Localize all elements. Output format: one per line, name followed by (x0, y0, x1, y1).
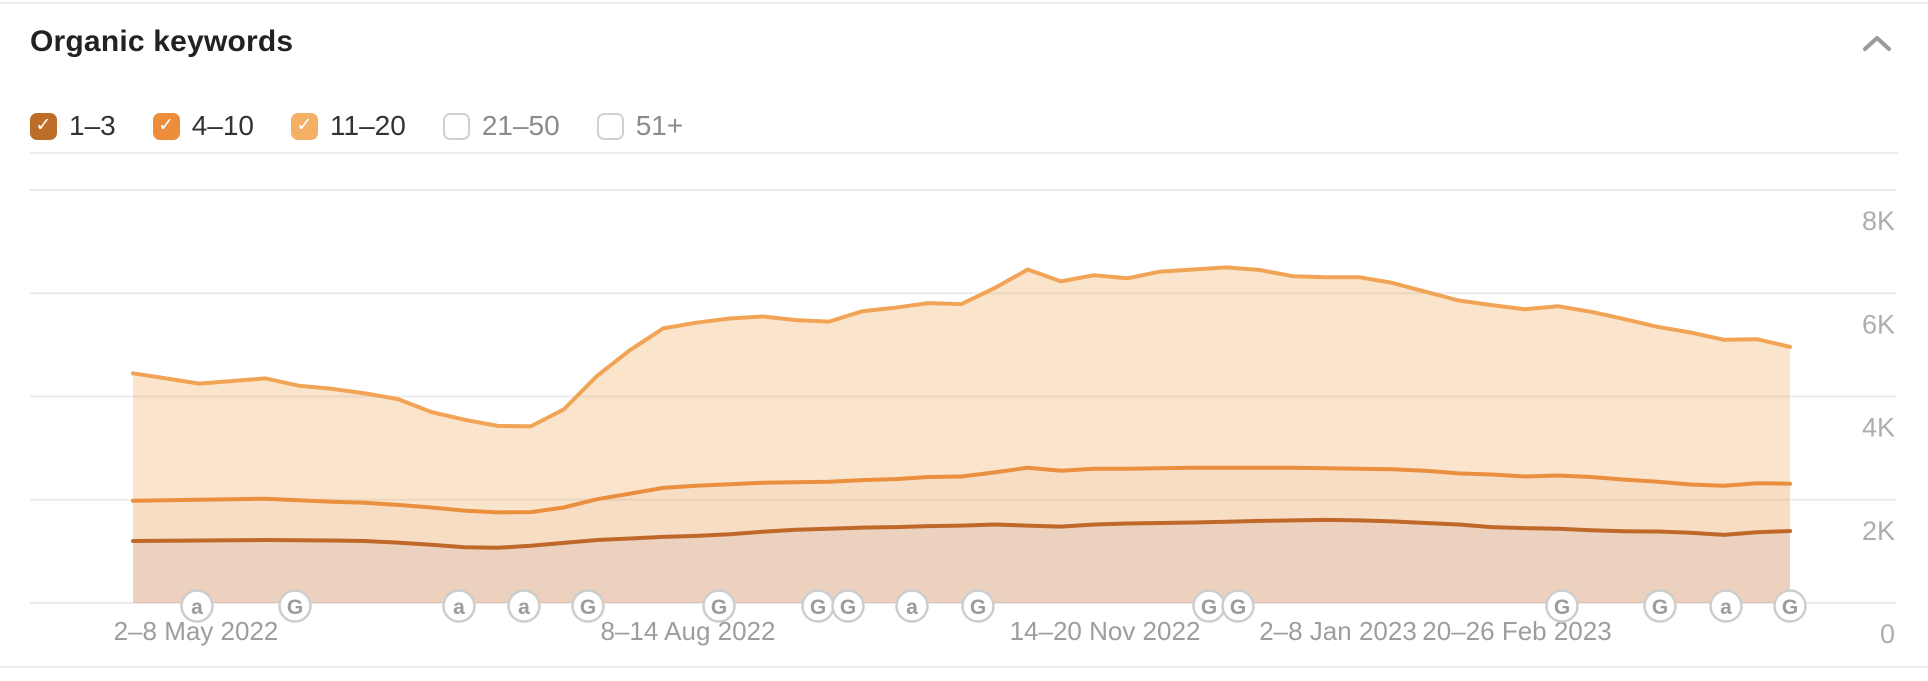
position-filter-row: ✓ 1–3 ✓ 4–10 ✓ 11–20 21–50 51+ (30, 110, 683, 142)
google-update-marker-letter: G (970, 596, 986, 619)
x-axis-tick-label: 8–14 Aug 2022 (601, 616, 776, 646)
position-filter-label: 11–20 (330, 110, 406, 141)
page-title: Organic keywords (30, 25, 294, 58)
series-line-pos-1-3 (131, 517, 1792, 550)
google-update-marker[interactable] (1221, 589, 1255, 623)
ahrefs-update-marker-letter: a (191, 596, 203, 619)
google-update-marker-letter: G (1201, 596, 1217, 619)
google-update-marker[interactable] (961, 589, 995, 623)
unchecked-checkbox[interactable] (596, 112, 624, 140)
y-axis-tick-label: 6K (1862, 309, 1895, 339)
panel-bottom-border (0, 666, 1928, 668)
area-band-pos-1-3 (133, 519, 1790, 603)
google-update-marker[interactable] (702, 589, 736, 623)
y-axis-tick-label: 8K (1862, 206, 1895, 236)
x-axis-tick-label: 2–8 Jan 2023 (1259, 616, 1417, 646)
google-update-marker[interactable] (278, 589, 312, 623)
position-filter-5[interactable]: 51+ (596, 110, 684, 142)
series-line-pos-11-20 (131, 265, 1792, 429)
google-update-marker-letter: G (1230, 596, 1246, 619)
checked-checkbox[interactable]: ✓ (30, 112, 57, 140)
ahrefs-update-marker-letter: a (906, 596, 918, 619)
ahrefs-update-marker-letter: a (518, 596, 530, 619)
google-update-marker-letter: G (1554, 596, 1570, 619)
position-filter-label: 21–50 (481, 110, 560, 141)
ahrefs-update-marker-letter: a (1720, 596, 1732, 619)
y-axis-tick-label: 0 (1880, 619, 1895, 649)
ahrefs-update-marker[interactable] (507, 589, 541, 623)
checkmark-icon: ✓ (158, 114, 175, 136)
ahrefs-update-marker[interactable] (442, 589, 476, 623)
checkmark-icon: ✓ (296, 114, 313, 136)
x-axis-tick-label: 20–26 Feb 2023 (1422, 616, 1611, 646)
header-separator (30, 152, 1898, 154)
position-filter-label: 1–3 (69, 110, 116, 141)
panel-top-border (0, 2, 1928, 4)
unchecked-checkbox[interactable] (442, 112, 470, 140)
checkmark-icon: ✓ (35, 114, 52, 136)
checked-checkbox[interactable]: ✓ (291, 112, 319, 140)
position-filter-1[interactable]: ✓ 1–3 (30, 110, 116, 142)
series-line-pos-4-10 (131, 465, 1792, 515)
area-band-pos-11-20 (133, 267, 1790, 513)
google-update-marker-letter: G (287, 596, 303, 619)
ahrefs-update-marker-letter: a (453, 596, 465, 619)
ahrefs-update-marker[interactable] (895, 589, 929, 623)
y-axis-tick-label: 4K (1862, 413, 1895, 443)
chevron-up-icon (1863, 36, 1891, 51)
x-axis-tick-label: 14–20 Nov 2022 (1010, 616, 1201, 646)
position-filter-label: 51+ (635, 110, 684, 141)
google-update-marker[interactable] (1545, 589, 1579, 623)
position-filter-label: 4–10 (191, 110, 255, 141)
position-filter-4[interactable]: 21–50 (442, 110, 560, 142)
google-update-marker[interactable] (831, 589, 865, 623)
position-filter-2[interactable]: ✓ 4–10 (152, 110, 255, 142)
ahrefs-update-marker[interactable] (180, 589, 214, 623)
ahrefs-update-marker[interactable] (1709, 589, 1743, 623)
google-update-marker-letter: G (810, 596, 826, 619)
google-update-marker-letter: G (1652, 596, 1668, 619)
google-update-marker-letter: G (711, 596, 727, 619)
google-update-marker[interactable] (571, 589, 605, 623)
collapse-panel-button[interactable] (1861, 33, 1893, 55)
google-update-marker-letter: G (1782, 596, 1798, 619)
google-update-marker[interactable] (1643, 589, 1677, 623)
y-axis-tick-label: 2K (1862, 516, 1895, 546)
google-update-marker[interactable] (1773, 589, 1807, 623)
google-update-marker-letter: G (580, 596, 596, 619)
area-band-pos-4-10 (133, 467, 1790, 548)
google-update-marker-letter: G (840, 596, 856, 619)
position-filter-3[interactable]: ✓ 11–20 (291, 110, 406, 142)
checked-checkbox[interactable]: ✓ (152, 112, 180, 140)
